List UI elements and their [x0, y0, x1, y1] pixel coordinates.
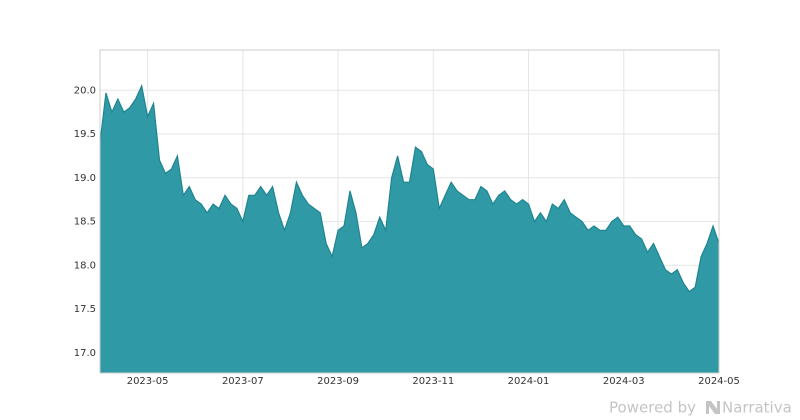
x-tick-label: 2023-07	[222, 376, 264, 387]
y-tick-label: 20.0	[74, 85, 96, 96]
brand: Narrativa	[722, 399, 792, 417]
area	[100, 85, 719, 373]
plot-frame	[99, 49, 720, 374]
x-tick-label: 2023-11	[412, 376, 454, 387]
line	[99, 83, 720, 293]
y-tick-label: 17.0	[74, 348, 96, 359]
x-tick-label: 2023-09	[317, 376, 359, 387]
x-tick-label: 2024-05	[698, 376, 740, 387]
footer: Powered by Narrativa	[609, 399, 792, 417]
x-tick-label: 2024-01	[508, 376, 550, 387]
y-tick-label: 17.5	[74, 304, 96, 315]
y-tick-label: 18.5	[74, 217, 96, 228]
x-tick-label: 2023-05	[127, 376, 169, 387]
y-tick-label: 19.5	[74, 129, 96, 140]
powered-by: Powered by	[609, 399, 696, 417]
x-tick-label: 2024-03	[603, 376, 645, 387]
y-tick-label: 19.0	[74, 173, 96, 184]
y-tick-label: 18.0	[74, 260, 96, 271]
brand-logo	[706, 401, 720, 414]
